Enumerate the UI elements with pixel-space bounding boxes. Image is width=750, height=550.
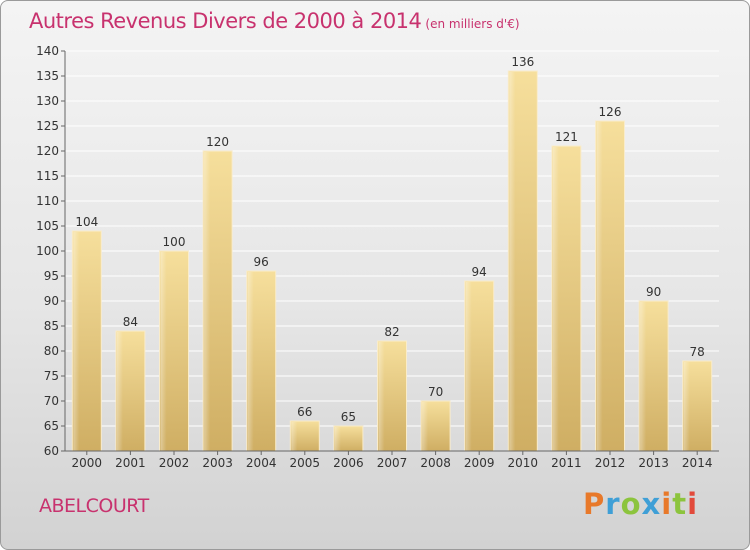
proxiti-logo: Proxiti xyxy=(583,487,699,521)
x-tick-label: 2006 xyxy=(333,456,364,470)
bar-value-label: 90 xyxy=(646,285,661,299)
bar-value-label: 65 xyxy=(341,410,356,424)
y-tick-label: 70 xyxy=(44,394,59,408)
y-tick-label: 85 xyxy=(44,319,59,333)
bar-highlight xyxy=(291,422,298,451)
y-tick-label: 105 xyxy=(36,219,59,233)
y-tick-label: 130 xyxy=(36,94,59,108)
bar-highlight xyxy=(334,427,341,451)
chart-title: Autres Revenus Divers de 2000 à 2014 (en … xyxy=(29,9,520,33)
bar-value-label: 66 xyxy=(297,405,312,419)
x-tick-label: 2008 xyxy=(420,456,451,470)
x-tick-label: 2005 xyxy=(290,456,321,470)
y-tick-label: 95 xyxy=(44,269,59,283)
bar-highlight xyxy=(378,342,385,451)
chart-title-text: Autres Revenus Divers de 2000 à 2014 xyxy=(29,9,422,33)
bar-value-label: 100 xyxy=(163,235,186,249)
y-tick-label: 140 xyxy=(36,44,59,58)
x-tick-label: 2012 xyxy=(595,456,626,470)
bar-value-label: 78 xyxy=(690,345,705,359)
bar-value-label: 121 xyxy=(555,130,578,144)
y-tick-label: 60 xyxy=(44,444,59,458)
bar-highlight xyxy=(596,122,603,451)
bar-value-label: 136 xyxy=(511,55,534,69)
x-tick-label: 2010 xyxy=(508,456,539,470)
x-tick-label: 2014 xyxy=(682,456,713,470)
bar-value-label: 82 xyxy=(384,325,399,339)
bar-highlight xyxy=(509,72,516,451)
bar-highlight xyxy=(422,402,429,451)
x-tick-label: 2003 xyxy=(202,456,233,470)
bar-highlight xyxy=(465,282,472,451)
bar-highlight xyxy=(160,252,167,451)
bar-highlight xyxy=(116,332,123,451)
bar-value-label: 94 xyxy=(472,265,487,279)
x-tick-label: 2007 xyxy=(377,456,408,470)
y-tick-label: 110 xyxy=(36,194,59,208)
x-tick-label: 2009 xyxy=(464,456,495,470)
y-tick-label: 135 xyxy=(36,69,59,83)
bar-value-label: 70 xyxy=(428,385,443,399)
x-tick-label: 2004 xyxy=(246,456,277,470)
y-tick-label: 90 xyxy=(44,294,59,308)
bars: 104 84 100 120 96 66 65 82 70 94 136 121 126 90 78 xyxy=(71,55,713,452)
bar-value-label: 126 xyxy=(599,105,622,119)
x-tick-label: 2011 xyxy=(551,456,582,470)
x-tick-label: 2013 xyxy=(638,456,669,470)
y-tick-label: 125 xyxy=(36,119,59,133)
x-tick-label: 2000 xyxy=(72,456,103,470)
bar-highlight xyxy=(640,302,647,451)
y-tick-label: 65 xyxy=(44,419,59,433)
x-axis: 2000 2001 2002 2003 2004 2005 2006 2007 2008 2009… xyxy=(65,450,719,470)
bar-highlight xyxy=(683,362,690,451)
commune-name: ABELCOURT xyxy=(39,495,149,517)
y-tick-label: 115 xyxy=(36,169,59,183)
x-tick-label: 2001 xyxy=(115,456,146,470)
chart-subtitle: (en milliers d'€) xyxy=(425,17,520,31)
bar-highlight xyxy=(204,152,211,451)
y-axis: 60 65 70 75 80 85 90 95 100 105 110 115 120 125 130 135… xyxy=(36,44,66,458)
bar-value-label: 120 xyxy=(206,135,229,149)
bar-highlight xyxy=(552,147,559,451)
x-tick-label: 2002 xyxy=(159,456,190,470)
bar-value-label: 96 xyxy=(254,255,269,269)
bar-highlight xyxy=(247,272,254,451)
y-tick-label: 120 xyxy=(36,144,59,158)
bar-highlight xyxy=(73,232,80,451)
bar-value-label: 84 xyxy=(123,315,138,329)
y-tick-label: 100 xyxy=(36,244,59,258)
y-tick-label: 80 xyxy=(44,344,59,358)
y-tick-label: 75 xyxy=(44,369,59,383)
bar-value-label: 104 xyxy=(75,215,98,229)
